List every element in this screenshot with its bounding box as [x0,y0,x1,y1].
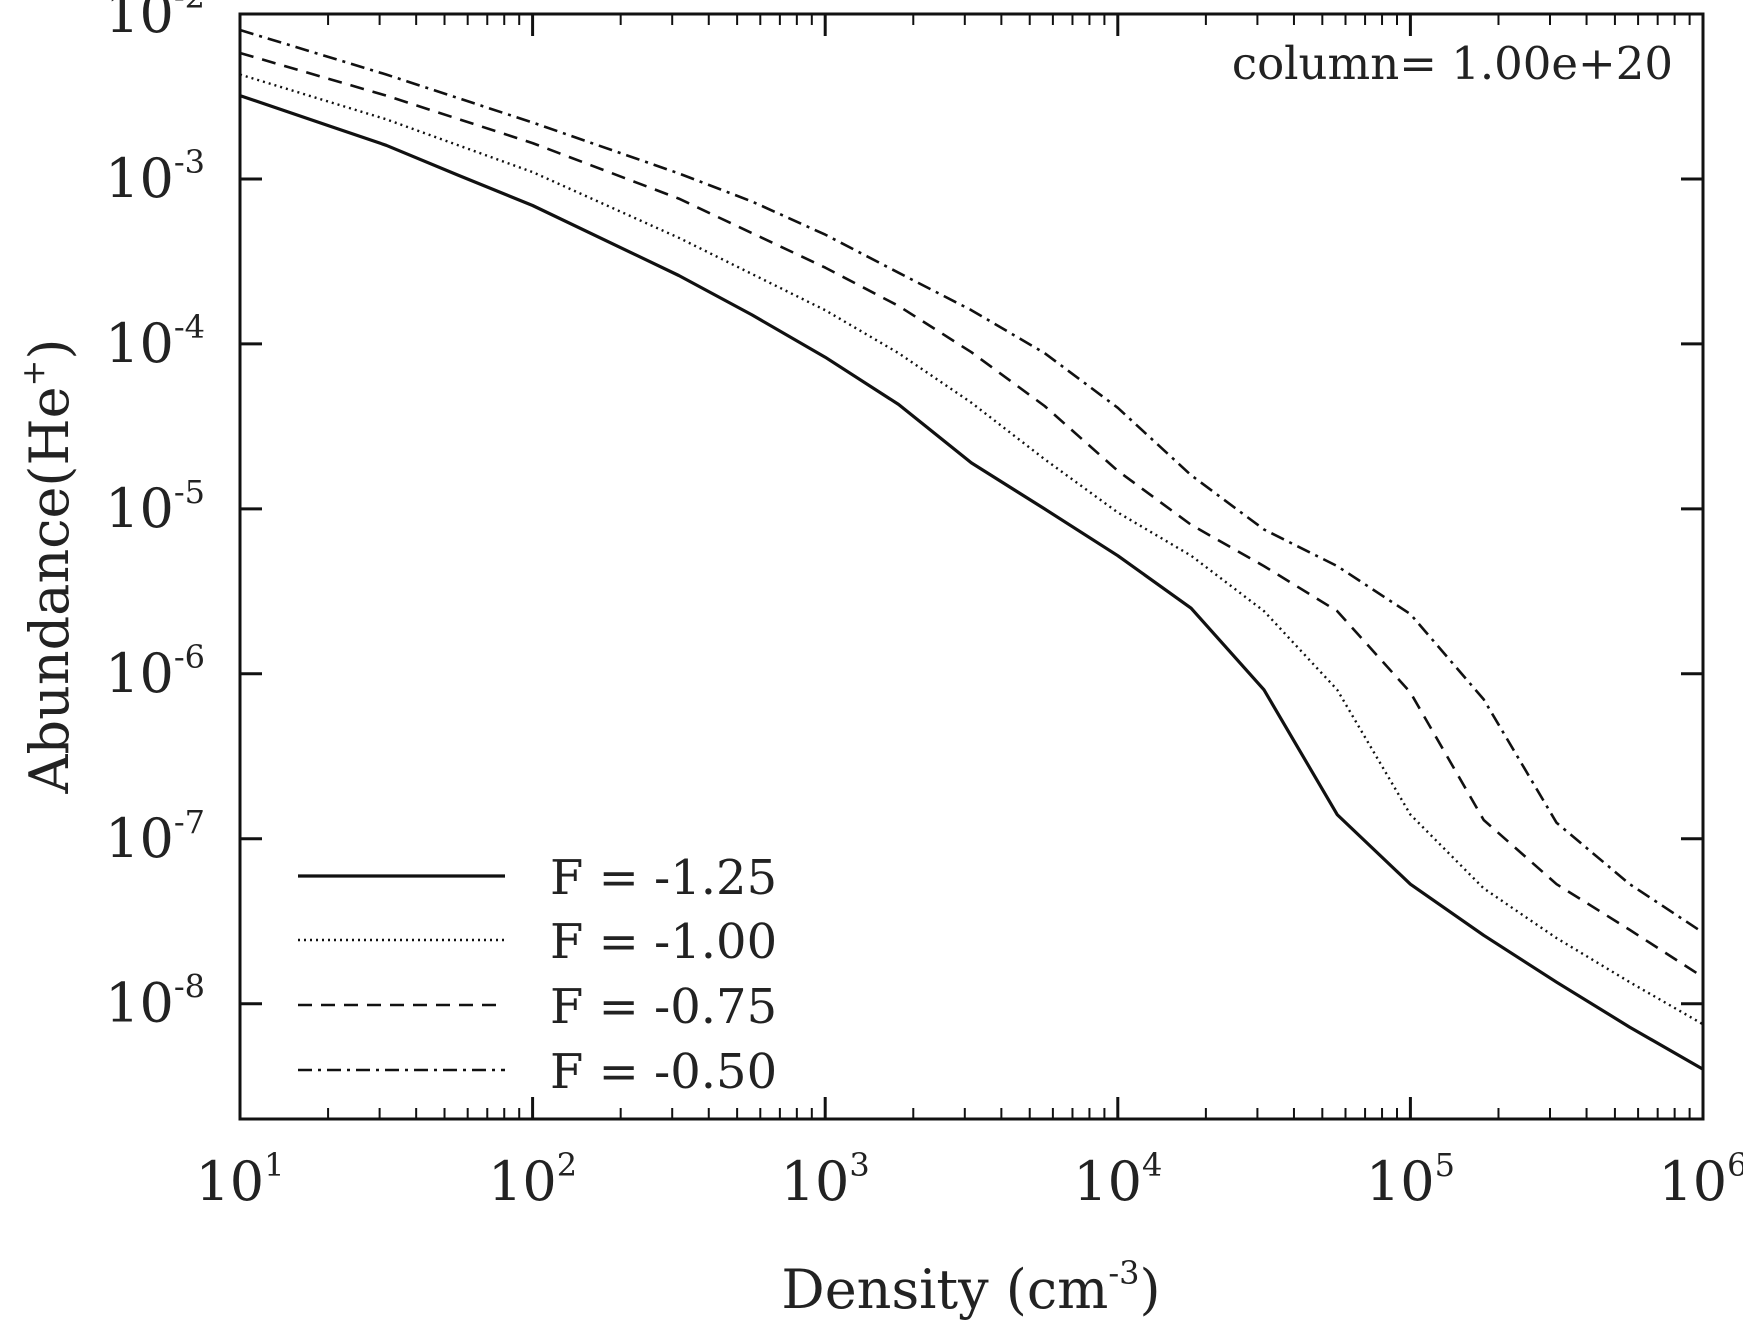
x-axis-label: Density (cm-3) [781,1254,1160,1321]
series-line-1 [239,94,1704,1071]
y-tick-label-exp: -7 [174,803,205,841]
major-tick-marks [238,12,1705,1119]
y-tick-label: 10-4 [105,308,205,375]
x-tick-label-base: 10 [488,1150,557,1213]
y-tick-labels: 10-210-310-410-510-610-710-8 [105,0,205,1035]
x-tick-label-base: 10 [1658,1150,1727,1213]
y-tick-label: 10-3 [105,143,205,210]
x-tick-label-exp: 1 [264,1146,284,1184]
x-tick-label: 106 [1658,1146,1743,1213]
legend-label-1: F = -1.25 [550,850,777,906]
y-axis-label: Abundance(He+) [14,339,81,795]
y-tick-label-exp: -6 [174,638,205,676]
x-tick-label: 102 [488,1146,577,1213]
x-axis-label-sup: -3 [1108,1254,1139,1292]
series-lines [239,28,1704,1071]
y-tick-label-exp: -4 [174,308,205,346]
x-tick-label: 104 [1073,1146,1162,1213]
y-tick-label-exp: -3 [174,143,205,181]
x-tick-label-exp: 6 [1727,1146,1743,1184]
x-tick-label-base: 10 [1366,1150,1435,1213]
series-line-2 [239,73,1704,1026]
y-tick-label-exp: -2 [174,0,205,16]
legend-label-3: F = -0.75 [550,979,777,1035]
y-tick-label: 10-2 [105,0,205,45]
y-tick-label: 10-5 [105,473,205,540]
x-tick-label-base: 10 [195,1150,264,1213]
y-tick-label-base: 10 [105,147,174,210]
x-tick-label-exp: 4 [1142,1146,1162,1184]
x-tick-label-base: 10 [1073,1150,1142,1213]
y-axis-label-sup: + [14,360,52,387]
legend: F = -1.25 F = -1.00 F = -0.75 F = -0.50 [298,850,777,1100]
y-tick-label-base: 10 [105,0,174,45]
x-tick-labels: 101 102 103 104 105 106 [195,1146,1743,1213]
y-tick-label-base: 10 [105,477,174,540]
series-line-4 [239,28,1704,934]
y-tick-label: 10-6 [105,638,205,705]
x-tick-label: 103 [781,1146,870,1213]
y-tick-label-base: 10 [105,312,174,375]
annotation-column: column= 1.00e+20 [1232,37,1673,90]
legend-label-4: F = -0.50 [550,1044,777,1100]
y-tick-label-base: 10 [105,642,174,705]
y-tick-label: 10-7 [105,803,205,870]
x-tick-label-base: 10 [781,1150,850,1213]
y-tick-label-exp: -5 [174,473,205,511]
y-axis-label-main: Abundance(He [18,386,81,794]
series-line-3 [239,51,1704,979]
x-tick-label: 101 [195,1146,284,1213]
x-tick-label-exp: 3 [849,1146,869,1184]
y-tick-label-base: 10 [105,807,174,870]
x-tick-label-exp: 2 [557,1146,577,1184]
y-tick-label: 10-8 [105,968,205,1035]
x-tick-label-exp: 5 [1435,1146,1455,1184]
y-tick-label-exp: -8 [174,968,205,1006]
x-axis-label-end: ) [1140,1258,1161,1321]
x-axis-label-main: Density (cm [781,1258,1108,1321]
y-axis-label-end: ) [18,339,81,360]
x-tick-label: 105 [1366,1146,1455,1213]
plot-frame [238,12,1705,1121]
minor-tick-marks [327,14,1691,1119]
y-tick-label-base: 10 [105,972,174,1035]
legend-label-2: F = -1.00 [550,914,777,970]
